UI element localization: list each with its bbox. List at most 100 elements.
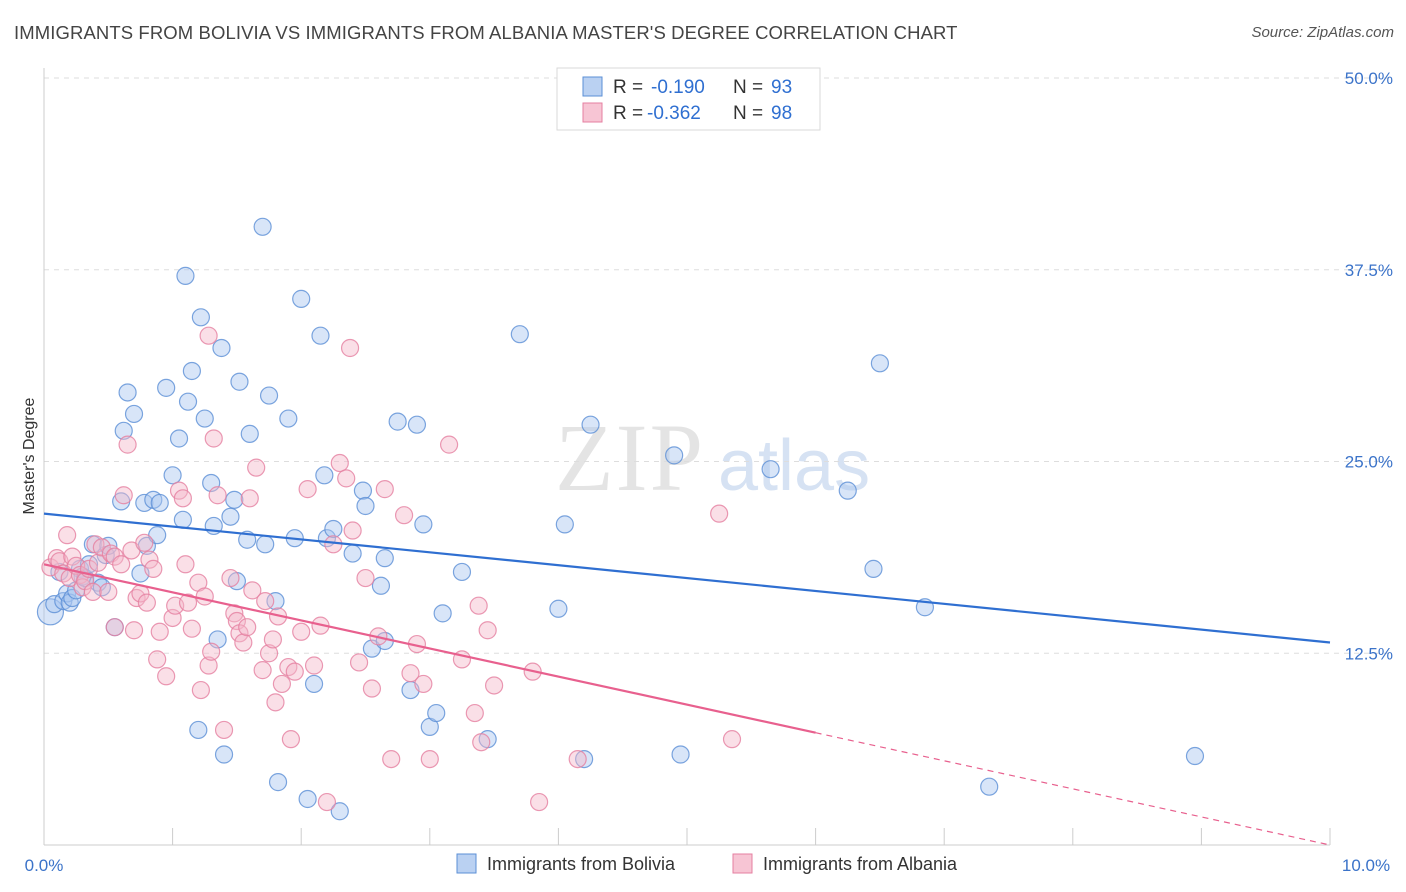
bolivia-point[interactable] <box>292 289 311 308</box>
albania-point[interactable] <box>362 679 382 698</box>
albania-point[interactable] <box>148 650 167 669</box>
bolivia-point[interactable] <box>212 338 231 358</box>
albania-point[interactable] <box>144 559 163 578</box>
albania-point[interactable] <box>176 555 195 574</box>
bolivia-point[interactable] <box>575 749 594 769</box>
bolivia-point[interactable] <box>353 481 373 500</box>
albania-point[interactable] <box>263 630 283 649</box>
bolivia-point[interactable] <box>163 466 182 485</box>
bolivia-point[interactable] <box>176 266 195 285</box>
bolivia-point[interactable] <box>315 466 334 485</box>
bolivia-point[interactable] <box>173 510 192 529</box>
bolivia-point[interactable] <box>256 535 275 554</box>
albania-point[interactable] <box>478 621 497 640</box>
bolivia-point[interactable] <box>240 424 259 443</box>
albania-point[interactable] <box>240 489 259 508</box>
albania-point[interactable] <box>243 581 262 600</box>
albania-point[interactable] <box>298 480 317 499</box>
bolivia-point[interactable] <box>549 599 568 618</box>
bolivia-point[interactable] <box>581 415 600 434</box>
albania-point[interactable] <box>356 568 375 588</box>
albania-point[interactable] <box>722 730 742 749</box>
bottom-legend-label-bolivia[interactable]: Immigrants from Bolivia <box>487 854 676 874</box>
albania-point[interactable] <box>439 435 459 454</box>
albania-point[interactable] <box>88 553 108 572</box>
albania-point[interactable] <box>92 538 111 557</box>
albania-point[interactable] <box>568 749 587 769</box>
bolivia-point[interactable] <box>169 429 189 448</box>
albania-point[interactable] <box>105 618 124 637</box>
albania-point[interactable] <box>191 680 210 700</box>
bolivia-point[interactable] <box>671 745 690 764</box>
bolivia-point[interactable] <box>375 549 394 568</box>
albania-point[interactable] <box>253 661 272 680</box>
bolivia-point[interactable] <box>343 544 362 563</box>
albania-point[interactable] <box>202 642 221 661</box>
albania-point[interactable] <box>199 656 218 675</box>
albania-point[interactable] <box>63 547 82 566</box>
albania-point[interactable] <box>420 749 439 769</box>
albania-point[interactable] <box>124 621 144 640</box>
albania-point[interactable] <box>340 338 360 358</box>
albania-point[interactable] <box>465 703 484 723</box>
albania-point[interactable] <box>469 596 488 615</box>
bolivia-point[interactable] <box>1185 746 1205 766</box>
albania-point[interactable] <box>710 504 729 523</box>
albania-point[interactable] <box>182 619 201 638</box>
bolivia-point[interactable] <box>221 507 240 526</box>
albania-point[interactable] <box>292 622 311 641</box>
albania-point[interactable] <box>279 657 298 677</box>
albania-point[interactable] <box>281 730 301 749</box>
albania-point[interactable] <box>401 664 420 683</box>
bolivia-point[interactable] <box>118 383 137 402</box>
bolivia-point[interactable] <box>510 325 529 344</box>
albania-point[interactable] <box>259 644 279 663</box>
albania-point[interactable] <box>414 674 433 694</box>
albania-point[interactable] <box>330 453 349 473</box>
albania-point[interactable] <box>157 667 176 686</box>
bolivia-point[interactable] <box>266 591 285 611</box>
albania-point[interactable] <box>485 676 504 695</box>
bolivia-point[interactable] <box>124 404 144 424</box>
albania-point[interactable] <box>266 693 285 712</box>
albania-point[interactable] <box>394 506 414 525</box>
bolivia-point[interactable] <box>157 378 176 397</box>
albania-point[interactable] <box>58 526 77 545</box>
albania-point[interactable] <box>178 593 198 612</box>
albania-point[interactable] <box>204 429 223 448</box>
albania-point[interactable] <box>375 480 394 499</box>
albania-point[interactable] <box>234 633 253 652</box>
bolivia-point[interactable] <box>371 576 391 595</box>
albania-point[interactable] <box>112 555 131 574</box>
albania-point[interactable] <box>382 749 401 769</box>
albania-point[interactable] <box>337 469 356 488</box>
bolivia-point[interactable] <box>225 490 244 509</box>
bolivia-point[interactable] <box>870 354 890 373</box>
albania-point[interactable] <box>83 582 102 601</box>
bolivia-point[interactable] <box>356 496 375 516</box>
albania-point[interactable] <box>114 486 133 505</box>
bolivia-point[interactable] <box>259 386 279 405</box>
bolivia-point[interactable] <box>178 392 198 411</box>
bolivia-point[interactable] <box>304 674 324 694</box>
bolivia-point[interactable] <box>388 412 407 431</box>
bolivia-point[interactable] <box>324 519 343 539</box>
bottom-legend-swatch-albania[interactable] <box>732 853 753 874</box>
bolivia-point[interactable] <box>427 703 446 723</box>
albania-point[interactable] <box>140 550 159 569</box>
bottom-legend-swatch-bolivia[interactable] <box>456 853 477 874</box>
albania-point[interactable] <box>317 792 337 812</box>
bolivia-point[interactable] <box>279 409 298 428</box>
bolivia-point[interactable] <box>414 515 433 534</box>
bolivia-point[interactable] <box>268 773 288 792</box>
bolivia-point[interactable] <box>214 745 234 764</box>
bolivia-point[interactable] <box>761 460 780 479</box>
albania-point[interactable] <box>285 662 304 681</box>
bolivia-point[interactable] <box>555 515 574 534</box>
albania-point[interactable] <box>472 733 491 752</box>
bolivia-point[interactable] <box>150 493 169 513</box>
bolivia-point[interactable] <box>452 562 472 582</box>
bolivia-point[interactable] <box>311 326 330 345</box>
bolivia-point[interactable] <box>298 789 317 809</box>
bolivia-point[interactable] <box>195 409 214 428</box>
